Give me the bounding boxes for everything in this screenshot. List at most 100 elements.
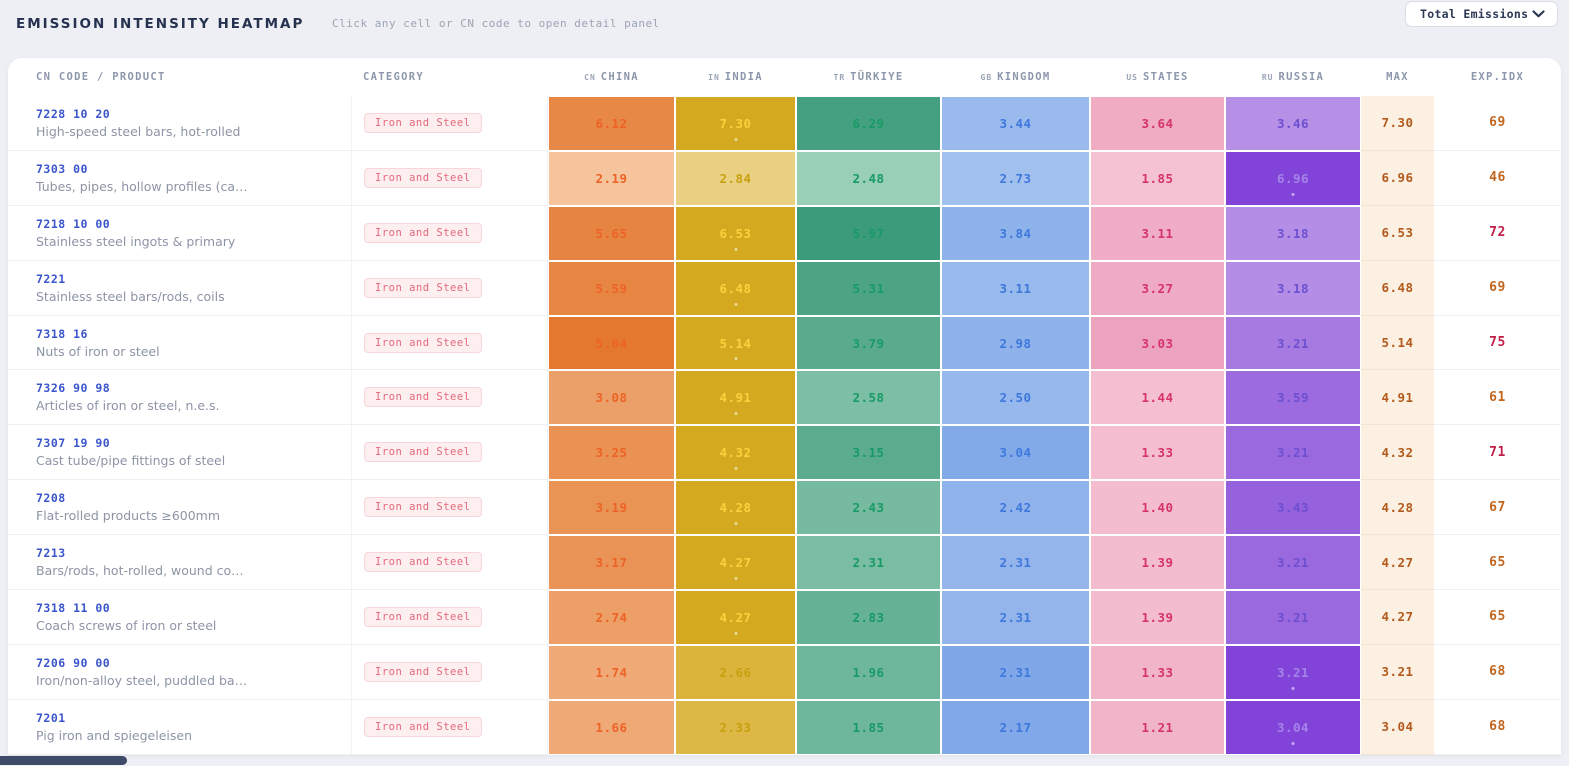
heatmap-cell-us[interactable]: 1.40 <box>1090 480 1225 535</box>
heatmap-cell-cn[interactable]: 3.19 <box>548 480 675 535</box>
heatmap-cell-tr[interactable]: 2.48 <box>796 151 941 206</box>
horizontal-scrollbar-thumb[interactable] <box>0 756 127 765</box>
heatmap-cell-ru[interactable]: 3.43 <box>1225 480 1361 535</box>
heatmap-cell-us[interactable]: 1.44 <box>1090 370 1225 425</box>
cn-code-link[interactable]: 7307 19 90 <box>36 436 111 451</box>
heatmap-cell-gb[interactable]: 2.31 <box>941 590 1090 645</box>
cn-code-link[interactable]: 7303 00 <box>36 161 88 176</box>
heatmap-cell-cn[interactable]: 5.59 <box>548 261 675 316</box>
heatmap-cell-tr[interactable]: 2.83 <box>796 590 941 645</box>
heatmap-cell-in[interactable]: 4.32 <box>675 425 796 480</box>
category-badge: Iron and Steel <box>364 606 482 627</box>
emissions-filter-dropdown[interactable]: Total Emissions <box>1405 1 1558 27</box>
heatmap-cell-us[interactable]: 1.33 <box>1090 645 1225 700</box>
heatmap-cell-tr[interactable]: 3.15 <box>796 425 941 480</box>
heatmap-cell-tr[interactable]: 2.58 <box>796 370 941 425</box>
heatmap-cell-tr[interactable]: 3.79 <box>796 316 941 371</box>
heatmap-cell-ru[interactable]: 3.59 <box>1225 370 1361 425</box>
heatmap-cell-cn[interactable]: 3.17 <box>548 535 675 590</box>
heatmap-cell-tr[interactable]: 5.97 <box>796 206 941 261</box>
cn-code-link[interactable]: 7218 10 00 <box>36 216 111 231</box>
heatmap-cell-value: 5.31 <box>797 261 940 315</box>
heatmap-cell-tr[interactable]: 6.29 <box>796 96 941 151</box>
heatmap-cell-value: 3.59 <box>1226 371 1360 425</box>
cn-code-link[interactable]: 7318 16 <box>36 326 88 341</box>
heatmap-cell-ru[interactable]: 3.21 <box>1225 590 1361 645</box>
heatmap-cell-in[interactable]: 5.14 <box>675 316 796 371</box>
cn-code-link[interactable]: 7208 <box>36 491 66 506</box>
heatmap-cell-ru[interactable]: 3.21 <box>1225 645 1361 700</box>
heatmap-cell-in[interactable]: 4.27 <box>675 535 796 590</box>
heatmap-cell-in[interactable]: 6.48 <box>675 261 796 316</box>
heatmap-cell-ru[interactable]: 3.21 <box>1225 425 1361 480</box>
category-badge: Iron and Steel <box>364 277 482 298</box>
heatmap-cell-cn[interactable]: 2.74 <box>548 590 675 645</box>
heatmap-cell-ru[interactable]: 3.18 <box>1225 206 1361 261</box>
heatmap-cell-in[interactable]: 4.27 <box>675 590 796 645</box>
heatmap-cell-value: 2.73 <box>942 151 1089 205</box>
heatmap-cell-us[interactable]: 1.33 <box>1090 425 1225 480</box>
heatmap-cell-tr[interactable]: 2.43 <box>796 480 941 535</box>
heatmap-cell-tr[interactable]: 2.31 <box>796 535 941 590</box>
heatmap-cell-in[interactable]: 4.28 <box>675 480 796 535</box>
heatmap-cell-value: 2.66 <box>676 645 795 699</box>
heatmap-cell-in[interactable]: 6.53 <box>675 206 796 261</box>
heatmap-cell-value: 3.43 <box>1226 481 1360 535</box>
heatmap-cell-us[interactable]: 1.85 <box>1090 151 1225 206</box>
heatmap-cell-tr[interactable]: 1.96 <box>796 645 941 700</box>
heatmap-cell-gb[interactable]: 3.44 <box>941 96 1090 151</box>
heatmap-cell-gb[interactable]: 2.42 <box>941 480 1090 535</box>
heatmap-cell-in[interactable]: 2.84 <box>675 151 796 206</box>
heatmap-cell-us[interactable]: 3.03 <box>1090 316 1225 371</box>
heatmap-cell-us[interactable]: 3.64 <box>1090 96 1225 151</box>
heatmap-cell-gb[interactable]: 2.98 <box>941 316 1090 371</box>
exposure-index-value: 61 <box>1434 370 1561 426</box>
heatmap-cell-tr[interactable]: 5.31 <box>796 261 941 316</box>
heatmap-cell-cn[interactable]: 3.08 <box>548 370 675 425</box>
cn-code-link[interactable]: 7326 90 98 <box>36 381 111 396</box>
heatmap-cell-cn[interactable]: 1.66 <box>548 700 675 755</box>
heatmap-cell-us[interactable]: 3.27 <box>1090 261 1225 316</box>
heatmap-cell-value: 1.66 <box>549 700 674 754</box>
heatmap-cell-cn[interactable]: 1.74 <box>548 645 675 700</box>
table-row: 7228 10 20 High-speed steel bars, hot-rol… <box>8 96 1561 151</box>
heatmap-cell-in[interactable]: 4.91 <box>675 370 796 425</box>
heatmap-cell-ru[interactable]: 3.21 <box>1225 316 1361 371</box>
heatmap-cell-gb[interactable]: 2.50 <box>941 370 1090 425</box>
heatmap-cell-value: 1.39 <box>1091 591 1224 644</box>
heatmap-cell-in[interactable]: 2.33 <box>675 700 796 755</box>
heatmap-cell-cn[interactable]: 5.65 <box>548 206 675 261</box>
heatmap-cell-value: 3.79 <box>797 316 940 370</box>
heatmap-cell-gb[interactable]: 3.11 <box>941 261 1090 316</box>
cn-code-link[interactable]: 7206 90 00 <box>36 655 111 670</box>
cn-code-link[interactable]: 7201 <box>36 710 66 725</box>
heatmap-cell-ru[interactable]: 3.21 <box>1225 535 1361 590</box>
heatmap-cell-ru[interactable]: 3.46 <box>1225 96 1361 151</box>
heatmap-cell-ru[interactable]: 3.18 <box>1225 261 1361 316</box>
cn-code-link[interactable]: 7221 <box>36 271 66 286</box>
cn-code-link[interactable]: 7318 11 00 <box>36 600 111 615</box>
heatmap-cell-gb[interactable]: 2.73 <box>941 151 1090 206</box>
heatmap-cell-gb[interactable]: 2.31 <box>941 535 1090 590</box>
cn-code-link[interactable]: 7213 <box>36 546 66 561</box>
heatmap-cell-us[interactable]: 1.39 <box>1090 535 1225 590</box>
horizontal-scrollbar-track[interactable] <box>0 755 1569 766</box>
heatmap-cell-ru[interactable]: 3.04 <box>1225 700 1361 755</box>
heatmap-cell-gb[interactable]: 2.17 <box>941 700 1090 755</box>
heatmap-cell-gb[interactable]: 2.31 <box>941 645 1090 700</box>
heatmap-cell-in[interactable]: 7.30 <box>675 96 796 151</box>
heatmap-cell-cn[interactable]: 3.25 <box>548 425 675 480</box>
heatmap-cell-in[interactable]: 2.66 <box>675 645 796 700</box>
country-name-label: INDIA <box>724 71 763 83</box>
heatmap-cell-tr[interactable]: 1.85 <box>796 700 941 755</box>
heatmap-cell-us[interactable]: 1.39 <box>1090 590 1225 645</box>
heatmap-cell-ru[interactable]: 6.96 <box>1225 151 1361 206</box>
cn-code-link[interactable]: 7228 10 20 <box>36 106 111 121</box>
heatmap-cell-cn[interactable]: 2.19 <box>548 151 675 206</box>
heatmap-cell-gb[interactable]: 3.04 <box>941 425 1090 480</box>
heatmap-cell-us[interactable]: 3.11 <box>1090 206 1225 261</box>
heatmap-cell-gb[interactable]: 3.84 <box>941 206 1090 261</box>
heatmap-cell-cn[interactable]: 5.04 <box>548 316 675 371</box>
heatmap-cell-us[interactable]: 1.21 <box>1090 700 1225 755</box>
heatmap-cell-cn[interactable]: 6.12 <box>548 96 675 151</box>
